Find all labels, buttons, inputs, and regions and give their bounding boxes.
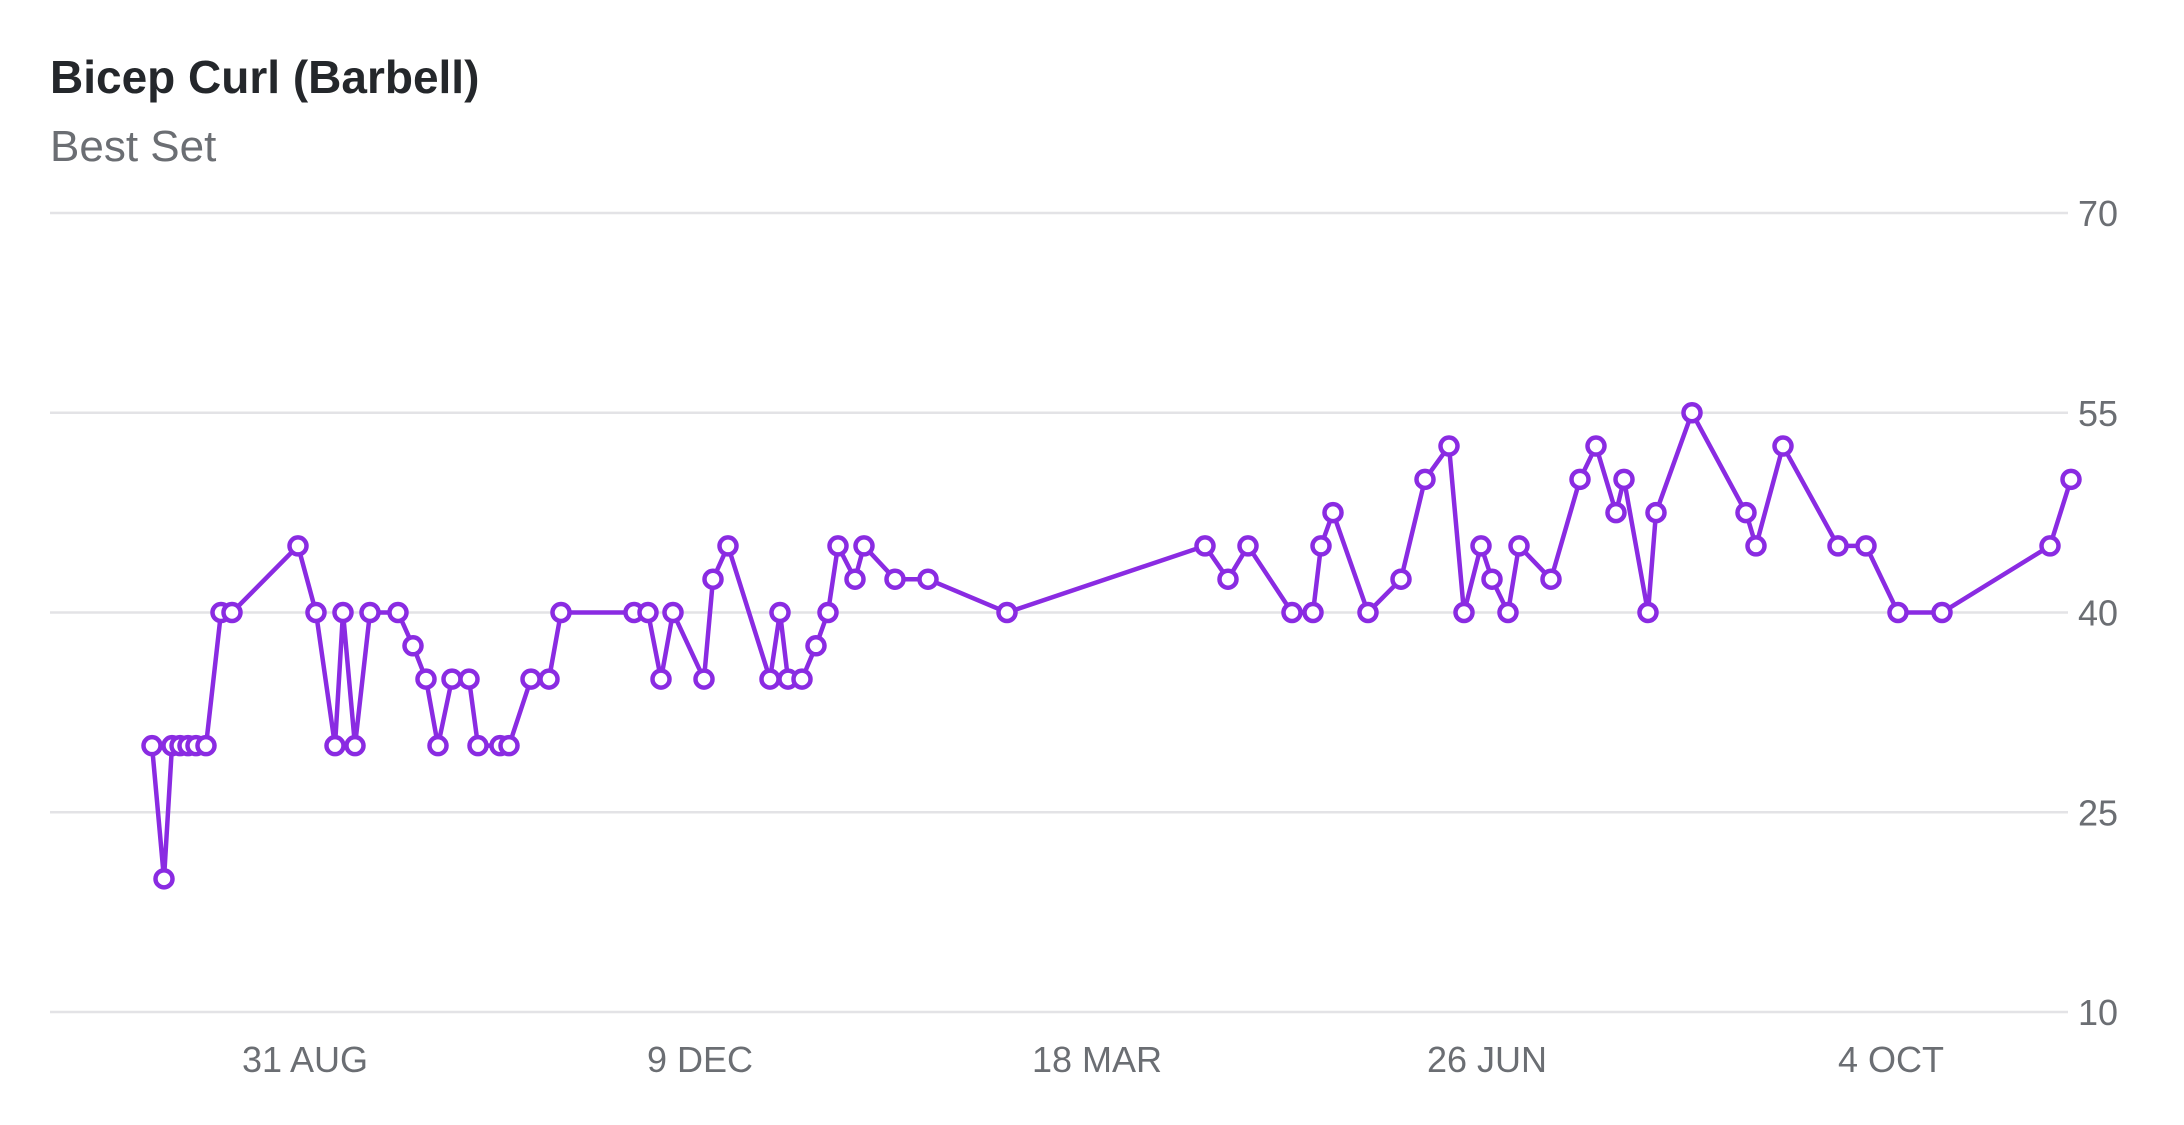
data-point[interactable] xyxy=(520,668,542,690)
data-point[interactable] xyxy=(1302,601,1324,624)
data-point[interactable] xyxy=(324,734,346,757)
data-point[interactable] xyxy=(1322,501,1344,524)
data-point[interactable] xyxy=(415,668,437,690)
data-point[interactable] xyxy=(195,734,217,757)
y-tick-label: 25 xyxy=(2078,792,2118,833)
data-point[interactable] xyxy=(1585,435,1607,457)
data-point[interactable] xyxy=(1855,535,1877,557)
data-point[interactable] xyxy=(1481,568,1503,590)
data-point[interactable] xyxy=(791,668,813,690)
data-point[interactable] xyxy=(1569,468,1591,491)
y-tick-label: 55 xyxy=(2078,393,2118,434)
y-tick-label: 10 xyxy=(2078,992,2118,1033)
data-point[interactable] xyxy=(1357,601,1379,624)
data-point[interactable] xyxy=(1931,601,1953,624)
data-point[interactable] xyxy=(1470,535,1492,557)
x-tick-label: 4 OCT xyxy=(1838,1039,1944,1080)
data-point[interactable] xyxy=(1645,501,1667,524)
data-point[interactable] xyxy=(1540,568,1562,590)
data-point[interactable] xyxy=(387,601,409,624)
data-point[interactable] xyxy=(702,568,724,590)
data-point[interactable] xyxy=(1310,535,1332,557)
y-axis-ticks: 10 25 40 55 70 xyxy=(2078,193,2118,1033)
data-point[interactable] xyxy=(1605,501,1627,524)
data-point[interactable] xyxy=(287,535,309,557)
data-point[interactable] xyxy=(1827,535,1849,557)
data-point[interactable] xyxy=(884,568,906,590)
data-point[interactable] xyxy=(1735,501,1757,524)
data-point[interactable] xyxy=(1508,535,1530,557)
data-point[interactable] xyxy=(1281,601,1303,624)
data-point[interactable] xyxy=(1637,601,1659,624)
x-axis-ticks: 31 AUG 9 DEC 18 MAR 26 JUN 4 OCT xyxy=(242,1039,1944,1080)
data-point[interactable] xyxy=(844,568,866,590)
x-tick-label: 9 DEC xyxy=(647,1039,753,1080)
data-point[interactable] xyxy=(693,668,715,690)
data-point[interactable] xyxy=(1414,468,1436,491)
data-point[interactable] xyxy=(717,535,739,557)
series-points[interactable] xyxy=(141,402,2082,890)
x-tick-label: 18 MAR xyxy=(1032,1039,1162,1080)
data-point[interactable] xyxy=(1194,535,1216,557)
data-point[interactable] xyxy=(1438,435,1460,457)
y-tick-label: 70 xyxy=(2078,193,2118,234)
data-point[interactable] xyxy=(2060,468,2082,491)
data-point[interactable] xyxy=(550,601,572,624)
data-point[interactable] xyxy=(996,601,1018,624)
data-point[interactable] xyxy=(1237,535,1259,557)
data-point[interactable] xyxy=(332,601,354,624)
data-point[interactable] xyxy=(1497,601,1519,624)
data-point[interactable] xyxy=(1613,468,1635,491)
data-point[interactable] xyxy=(1390,568,1412,590)
x-tick-label: 26 JUN xyxy=(1427,1039,1547,1080)
data-point[interactable] xyxy=(769,601,791,624)
data-point[interactable] xyxy=(1772,435,1794,457)
data-point[interactable] xyxy=(344,734,366,757)
data-point[interactable] xyxy=(1681,402,1703,424)
data-point[interactable] xyxy=(141,734,163,757)
data-point[interactable] xyxy=(637,601,659,624)
data-point[interactable] xyxy=(221,601,243,624)
data-point[interactable] xyxy=(662,601,684,624)
series-line-group xyxy=(149,407,2074,880)
data-point[interactable] xyxy=(402,635,424,657)
chart-title: Bicep Curl (Barbell) xyxy=(50,51,480,103)
data-point[interactable] xyxy=(827,535,849,557)
data-point[interactable] xyxy=(305,601,327,624)
y-tick-label: 40 xyxy=(2078,593,2118,634)
series-line xyxy=(149,407,2074,880)
data-point[interactable] xyxy=(817,601,839,624)
data-point[interactable] xyxy=(427,734,449,757)
data-point[interactable] xyxy=(805,635,827,657)
data-point[interactable] xyxy=(538,668,560,690)
data-point[interactable] xyxy=(441,668,463,690)
data-point[interactable] xyxy=(498,734,520,757)
data-point[interactable] xyxy=(1887,601,1909,624)
grid-lines xyxy=(50,211,2068,1014)
data-point[interactable] xyxy=(759,668,781,690)
x-tick-label: 31 AUG xyxy=(242,1039,368,1080)
data-point[interactable] xyxy=(359,601,381,624)
data-point[interactable] xyxy=(2039,535,2061,557)
data-point[interactable] xyxy=(1453,601,1475,624)
chart-subtitle: Best Set xyxy=(50,122,217,171)
data-point[interactable] xyxy=(650,668,672,690)
data-point[interactable] xyxy=(853,535,875,557)
data-point[interactable] xyxy=(153,868,175,890)
data-point[interactable] xyxy=(1745,535,1767,557)
data-point[interactable] xyxy=(1217,568,1239,590)
data-point[interactable] xyxy=(917,568,939,590)
data-point[interactable] xyxy=(467,734,489,757)
data-point[interactable] xyxy=(458,668,480,690)
